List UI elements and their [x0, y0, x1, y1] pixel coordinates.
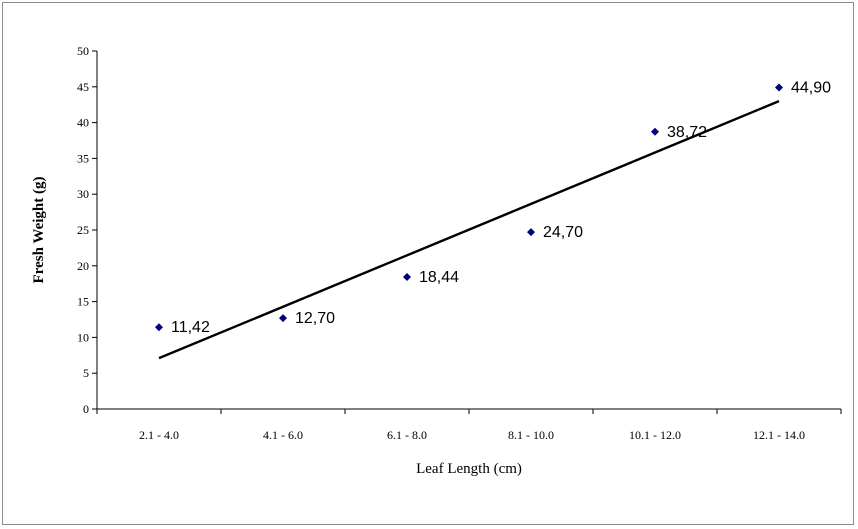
trendline-group [158, 100, 780, 360]
data-label: 12,70 [295, 310, 335, 327]
data-label: 44,90 [791, 80, 831, 97]
data-point [775, 83, 783, 92]
data-point [527, 228, 535, 237]
y-tick-label: 15 [77, 295, 89, 309]
scatter-chart: 0 5 10 15 20 25 30 35 40 45 50 2.1 - 4.0 4.1 - 6.0 6… [31, 44, 842, 477]
y-tick-label: 0 [83, 402, 89, 416]
data-point [651, 127, 659, 136]
y-tick-label: 50 [77, 44, 89, 58]
x-tick-label: 2.1 - 4.0 [139, 428, 179, 442]
data-points [155, 83, 783, 332]
y-tick-label: 5 [83, 366, 89, 380]
y-tick-label: 30 [77, 187, 89, 201]
y-tick-label: 20 [77, 259, 89, 273]
trendline [158, 100, 780, 360]
y-axis-title: Fresh Weight (g) [31, 177, 47, 284]
y-tick-label: 25 [77, 223, 89, 237]
x-tick-label: 12.1 - 14.0 [753, 428, 805, 442]
x-tick-label: 6.1 - 8.0 [387, 428, 427, 442]
data-point [403, 272, 411, 281]
x-tick-label: 4.1 - 6.0 [263, 428, 303, 442]
data-point [279, 314, 287, 323]
data-label: 18,44 [419, 269, 459, 286]
data-label: 24,70 [543, 224, 583, 241]
y-tick-label: 10 [77, 330, 89, 344]
y-tick-label: 45 [77, 80, 89, 94]
data-label: 38,72 [667, 124, 707, 141]
data-label: 11,42 [171, 319, 210, 336]
x-ticks: 2.1 - 4.0 4.1 - 6.0 6.1 - 8.0 8.1 - 10.0 10.… [96, 409, 842, 442]
y-ticks: 0 5 10 15 20 25 30 35 40 45 50 [77, 44, 97, 416]
y-tick-label: 40 [77, 116, 89, 130]
x-tick-label: 10.1 - 12.0 [629, 428, 681, 442]
data-labels: 11,42 12,70 18,44 24,70 38,72 44,90 [171, 80, 831, 337]
x-tick-label: 8.1 - 10.0 [508, 428, 554, 442]
y-tick-label: 35 [77, 151, 89, 165]
x-axis-title: Leaf Length (cm) [416, 461, 522, 477]
data-point [155, 323, 163, 332]
